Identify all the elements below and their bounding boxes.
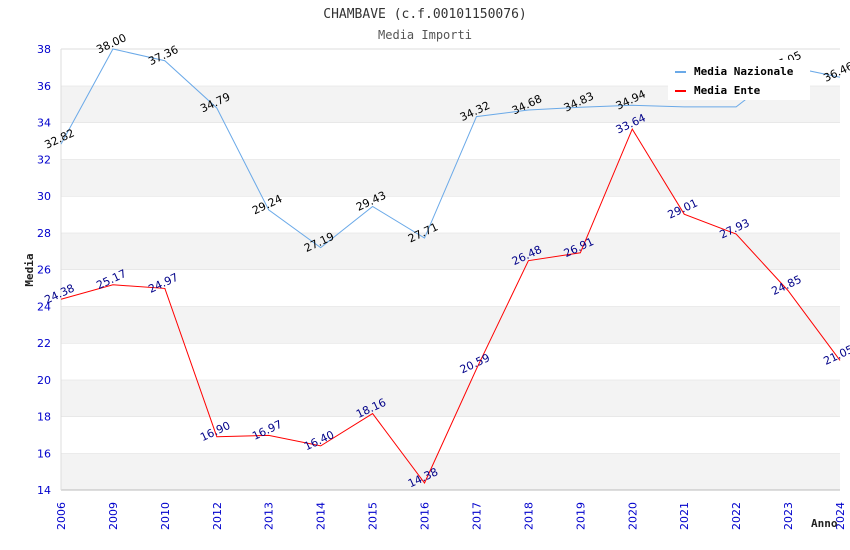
y-tick-label: 24: [37, 300, 51, 313]
grid-band: [61, 122, 840, 160]
axes: [60, 49, 840, 491]
x-tick-label: 2016: [419, 502, 432, 530]
y-tick-label: 32: [37, 153, 51, 166]
x-tick-label: 2013: [263, 502, 276, 530]
y-tick-label: 18: [37, 411, 51, 424]
y-tick-label: 14: [37, 484, 51, 497]
grid-band: [61, 453, 840, 490]
x-axis-ticks: 2006 2009 2010 2012 2013 2014 2015 2016 2017 2018…: [55, 502, 847, 530]
y-tick-label: 36: [37, 80, 51, 93]
x-tick-label: 2006: [55, 502, 68, 530]
x-tick-label: 2022: [730, 502, 743, 530]
series-line-nazionale: [60, 48, 841, 249]
x-tick-label: 2018: [522, 502, 535, 530]
grid-bands: [61, 48, 840, 490]
x-tick-label: 2010: [159, 502, 172, 530]
series-line-ente: [60, 128, 841, 484]
x-tick-label: 2014: [315, 502, 328, 530]
y-tick-label: 30: [37, 190, 51, 203]
grid-band: [61, 269, 840, 307]
y-tick-label: 34: [37, 117, 51, 130]
legend: Media Nazionale Media Ente: [668, 60, 810, 100]
x-tick-label: 2012: [211, 502, 224, 530]
y-tick-label: 28: [37, 227, 51, 240]
series-lines: [60, 48, 841, 484]
legend-box: [668, 60, 810, 100]
y-axis-ticks: 14 16 18 20 22 24 26 28 30 32 34 36 38: [37, 43, 51, 497]
legend-label-nazionale: Media Nazionale: [694, 65, 794, 78]
grid-band: [61, 416, 840, 454]
y-tick-label: 16: [37, 447, 51, 460]
y-tick-label: 38: [37, 43, 51, 56]
y-tick-label: 22: [37, 337, 51, 350]
chart-subtitle: Media Importi: [378, 28, 472, 42]
grid-band: [61, 343, 840, 380]
x-tick-label: 2009: [107, 502, 120, 530]
grid-band: [61, 379, 840, 417]
y-axis-label: Media: [23, 253, 36, 286]
chart-title: CHAMBAVE (c.f.00101150076): [323, 7, 527, 22]
x-tick-label: 2017: [470, 502, 483, 530]
legend-label-ente: Media Ente: [694, 84, 761, 97]
x-axis-label: Anno: [811, 517, 838, 530]
grid-band: [61, 232, 840, 270]
y-tick-label: 20: [37, 374, 51, 387]
x-tick-label: 2023: [782, 502, 795, 530]
x-tick-label: 2020: [626, 502, 639, 530]
x-tick-label: 2024: [834, 502, 847, 530]
y-tick-label: 26: [37, 264, 51, 277]
x-tick-label: 2021: [678, 502, 691, 530]
grid-band: [61, 196, 840, 233]
x-tick-label: 2015: [367, 502, 380, 530]
grid-band: [61, 306, 840, 343]
x-tick-label: 2019: [574, 502, 587, 530]
